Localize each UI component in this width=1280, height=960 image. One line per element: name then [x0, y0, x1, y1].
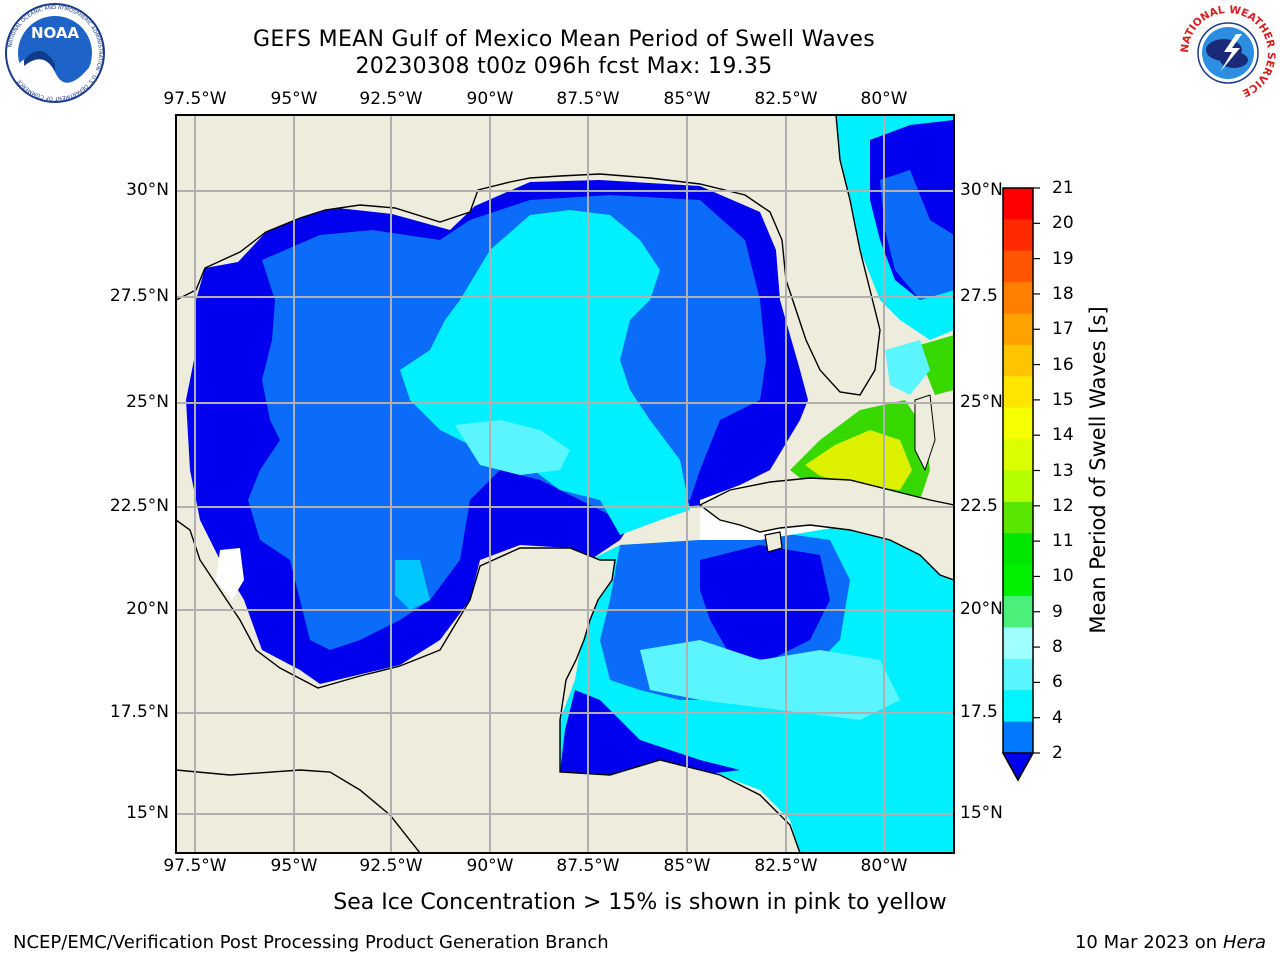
colorbar-tick-label: 10 [1052, 566, 1074, 587]
lat-label-right: 22.5 [960, 496, 998, 516]
colorbar-tick-label: 11 [1052, 531, 1074, 552]
colorbar-tick-label: 18 [1052, 283, 1074, 304]
lat-label-left: 30°N [126, 180, 169, 200]
colorbar-swatch [1003, 219, 1033, 252]
atlantic-mid-blue [880, 170, 954, 300]
lat-label-right: 20°N [960, 599, 1003, 619]
lat-label-right: 30°N [960, 180, 1003, 200]
colorbar-swatch [1003, 376, 1033, 409]
colorbar-tick-label: 6 [1052, 672, 1063, 693]
colorbar-swatch [1003, 596, 1033, 628]
colorbar-swatch [1003, 501, 1033, 534]
colorbar-swatch [1003, 690, 1033, 723]
lon-label-bottom: 92.5°W [359, 856, 423, 876]
lon-label-bottom: 80°W [860, 856, 908, 876]
lat-label-left: 25°N [126, 392, 169, 412]
lat-label-left: 15°N [126, 803, 169, 823]
gulf-pale-patch-2 [395, 560, 430, 610]
land-bahamas-andros [914, 394, 936, 472]
colorbar-swatch [1003, 188, 1033, 220]
colorbar-tick-label: 17 [1052, 319, 1074, 340]
colorbar-swatch [1003, 344, 1033, 377]
lat-label-left: 17.5°N [109, 702, 169, 722]
lon-label-bottom: 87.5°W [556, 856, 620, 876]
lon-label-top: 97.5°W [163, 89, 227, 109]
lat-label-left: 22.5°N [109, 496, 169, 516]
colorbar-swatch [1003, 470, 1033, 503]
noaa-logo: NOAA NATIONAL OCEANIC AND ATMOSPHERIC AD… [5, 3, 105, 103]
sea-ice-note: Sea Ice Concentration > 15% is shown in … [333, 890, 947, 915]
plot-title: GEFS MEAN Gulf of Mexico Mean Period of … [253, 27, 875, 52]
colorbar-tick-label: 19 [1052, 248, 1074, 269]
lon-label-bottom: 85°W [663, 856, 711, 876]
colorbar-swatch [1003, 439, 1033, 471]
colorbar-tick-label: 12 [1052, 495, 1074, 516]
colorbar-swatch [1003, 407, 1033, 440]
lat-label-left: 27.5°N [109, 286, 169, 306]
gulf-mid-patch-3 [330, 270, 370, 302]
lon-label-top: 82.5°W [754, 89, 818, 109]
nws-logo: NATIONAL WEATHER SERVICE [1179, 4, 1277, 99]
lon-label-top: 85°W [663, 89, 711, 109]
colorbar-extend-arrow [1001, 752, 1035, 782]
colorbar-swatch [1003, 658, 1033, 691]
colorbar-tick-label: 2 [1052, 743, 1063, 763]
bahamas-cyan [885, 340, 930, 395]
lon-label-top: 80°W [860, 89, 908, 109]
colorbar-tick-label: 8 [1052, 637, 1063, 658]
yucatan-channel-blue [560, 690, 740, 775]
date-stamp-text: 10 Mar 2023 on [1074, 932, 1218, 953]
colorbar-frame [1002, 187, 1034, 782]
nodata-mexico-coast [216, 548, 244, 600]
map-frame [175, 114, 955, 854]
colorbar-tick-label: 20 [1052, 213, 1074, 234]
plot-subtitle: 20230308 t00z 096h fcst Max: 19.35 [355, 54, 773, 79]
lon-label-top: 87.5°W [556, 89, 620, 109]
date-stamp: 10 Mar 2023 on Hera [1075, 932, 1266, 953]
colorbar-title: Mean Period of Swell Waves [s] [1086, 306, 1110, 634]
lon-label-bottom: 95°W [270, 856, 318, 876]
colorbar-swatch [1003, 721, 1033, 754]
colorbar [1001, 187, 1040, 782]
colorbar-swatch [1003, 313, 1033, 346]
lon-label-bottom: 82.5°W [754, 856, 818, 876]
colorbar-tick-label: 9 [1052, 601, 1063, 622]
land-isla-juventud [764, 531, 783, 553]
lon-label-top: 92.5°W [359, 89, 423, 109]
gulf-cyan-plume [400, 210, 690, 535]
colorbar-swatch [1003, 627, 1033, 660]
map-gridlines [176, 115, 954, 853]
noaa-logo-text: NOAA [31, 24, 80, 42]
lat-label-right: 17.5 [960, 702, 998, 722]
caribbean-dark-blue [700, 545, 830, 660]
colorbar-tick-label: 4 [1052, 707, 1063, 728]
credit-line: NCEP/EMC/Verification Post Processing Pr… [13, 932, 609, 953]
land-cuba [698, 477, 954, 581]
lon-label-bottom: 90°W [466, 856, 514, 876]
colorbar-tick-label: 13 [1052, 460, 1074, 481]
lon-label-top: 95°W [270, 89, 318, 109]
colorbar-tick-label: 14 [1052, 425, 1074, 446]
bahamas-yellow [805, 430, 912, 490]
lat-label-right: 15°N [960, 803, 1003, 823]
lon-label-top: 90°W [466, 89, 514, 109]
bahamas-green-east [920, 335, 954, 395]
colorbar-swatch [1003, 533, 1033, 566]
lon-label-bottom: 97.5°W [163, 856, 227, 876]
map-fields [176, 115, 954, 853]
colorbar-tick-label: 21 [1052, 178, 1074, 198]
lat-label-right: 25°N [960, 392, 1003, 412]
colorbar-tick-label: 15 [1052, 389, 1074, 410]
caribbean-pale [640, 640, 900, 720]
gulf-pale-patch-1 [455, 420, 570, 475]
colorbar-swatch [1003, 250, 1033, 283]
colorbar-swatch [1003, 564, 1033, 597]
colorbar-swatch [1003, 282, 1033, 315]
lat-label-right: 27.5 [960, 286, 998, 306]
colorbar-tick-label: 16 [1052, 354, 1074, 375]
lat-label-left: 20°N [126, 599, 169, 619]
date-stamp-host: Hera [1222, 932, 1266, 953]
